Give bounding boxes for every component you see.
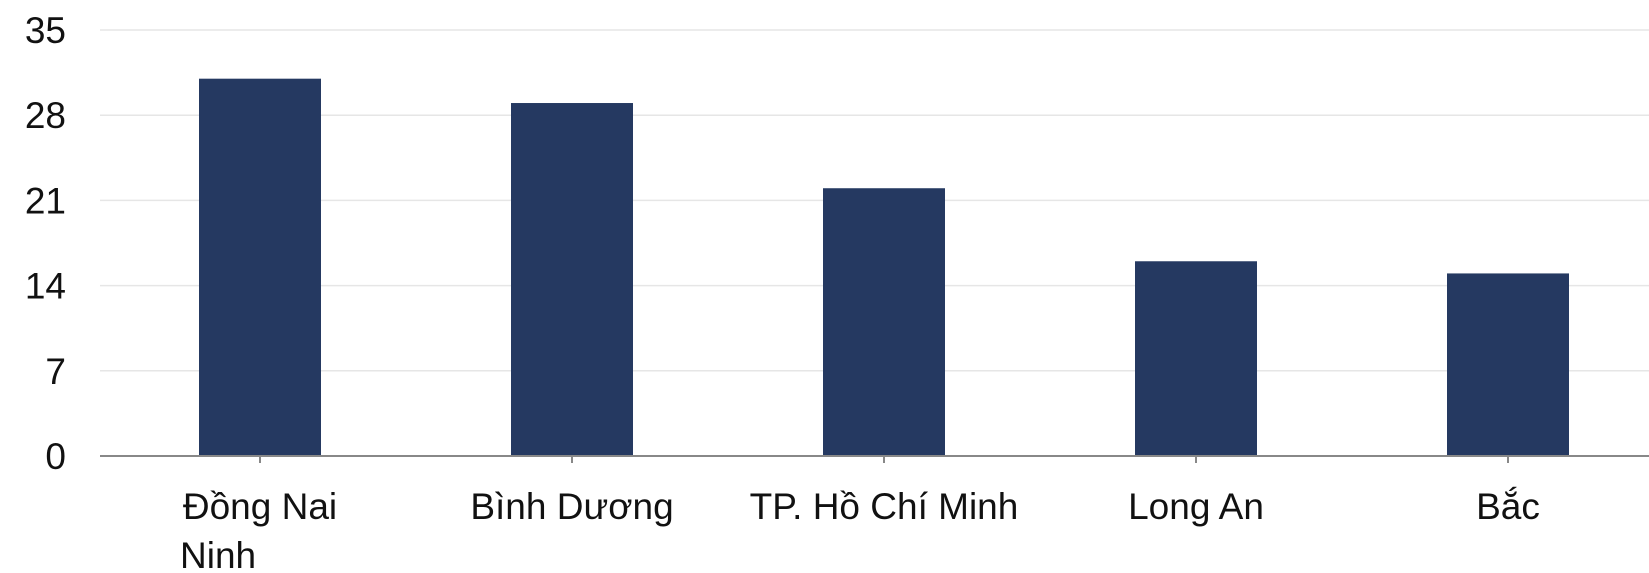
bar	[1447, 273, 1569, 456]
y-axis-ticks: 0 7 14 21 28 35	[25, 10, 66, 477]
y-tick-label: 7	[45, 351, 66, 392]
x-category-label: TP. Hồ Chí Minh	[750, 486, 1019, 527]
x-axis-labels: Đồng Nai Bình Dương TP. Hồ Chí Minh Long An…	[180, 486, 1540, 573]
bar	[199, 78, 321, 456]
y-tick-label: 28	[25, 95, 66, 136]
bar	[823, 188, 945, 456]
bar	[511, 103, 633, 457]
x-category-label: Bắc	[1476, 486, 1540, 527]
x-category-label: Đồng Nai	[183, 486, 337, 527]
x-category-label: Long An	[1128, 486, 1264, 527]
y-tick-label: 21	[25, 180, 66, 221]
y-tick-label: 14	[25, 266, 66, 307]
y-tick-label: 35	[25, 10, 66, 51]
x-category-label: Bình Dương	[470, 486, 673, 527]
x-axis	[100, 455, 1649, 463]
y-tick-label: 0	[45, 436, 66, 477]
bars	[199, 78, 1569, 457]
x-category-label-wrap: Ninh	[180, 535, 256, 573]
bar	[1135, 261, 1257, 456]
